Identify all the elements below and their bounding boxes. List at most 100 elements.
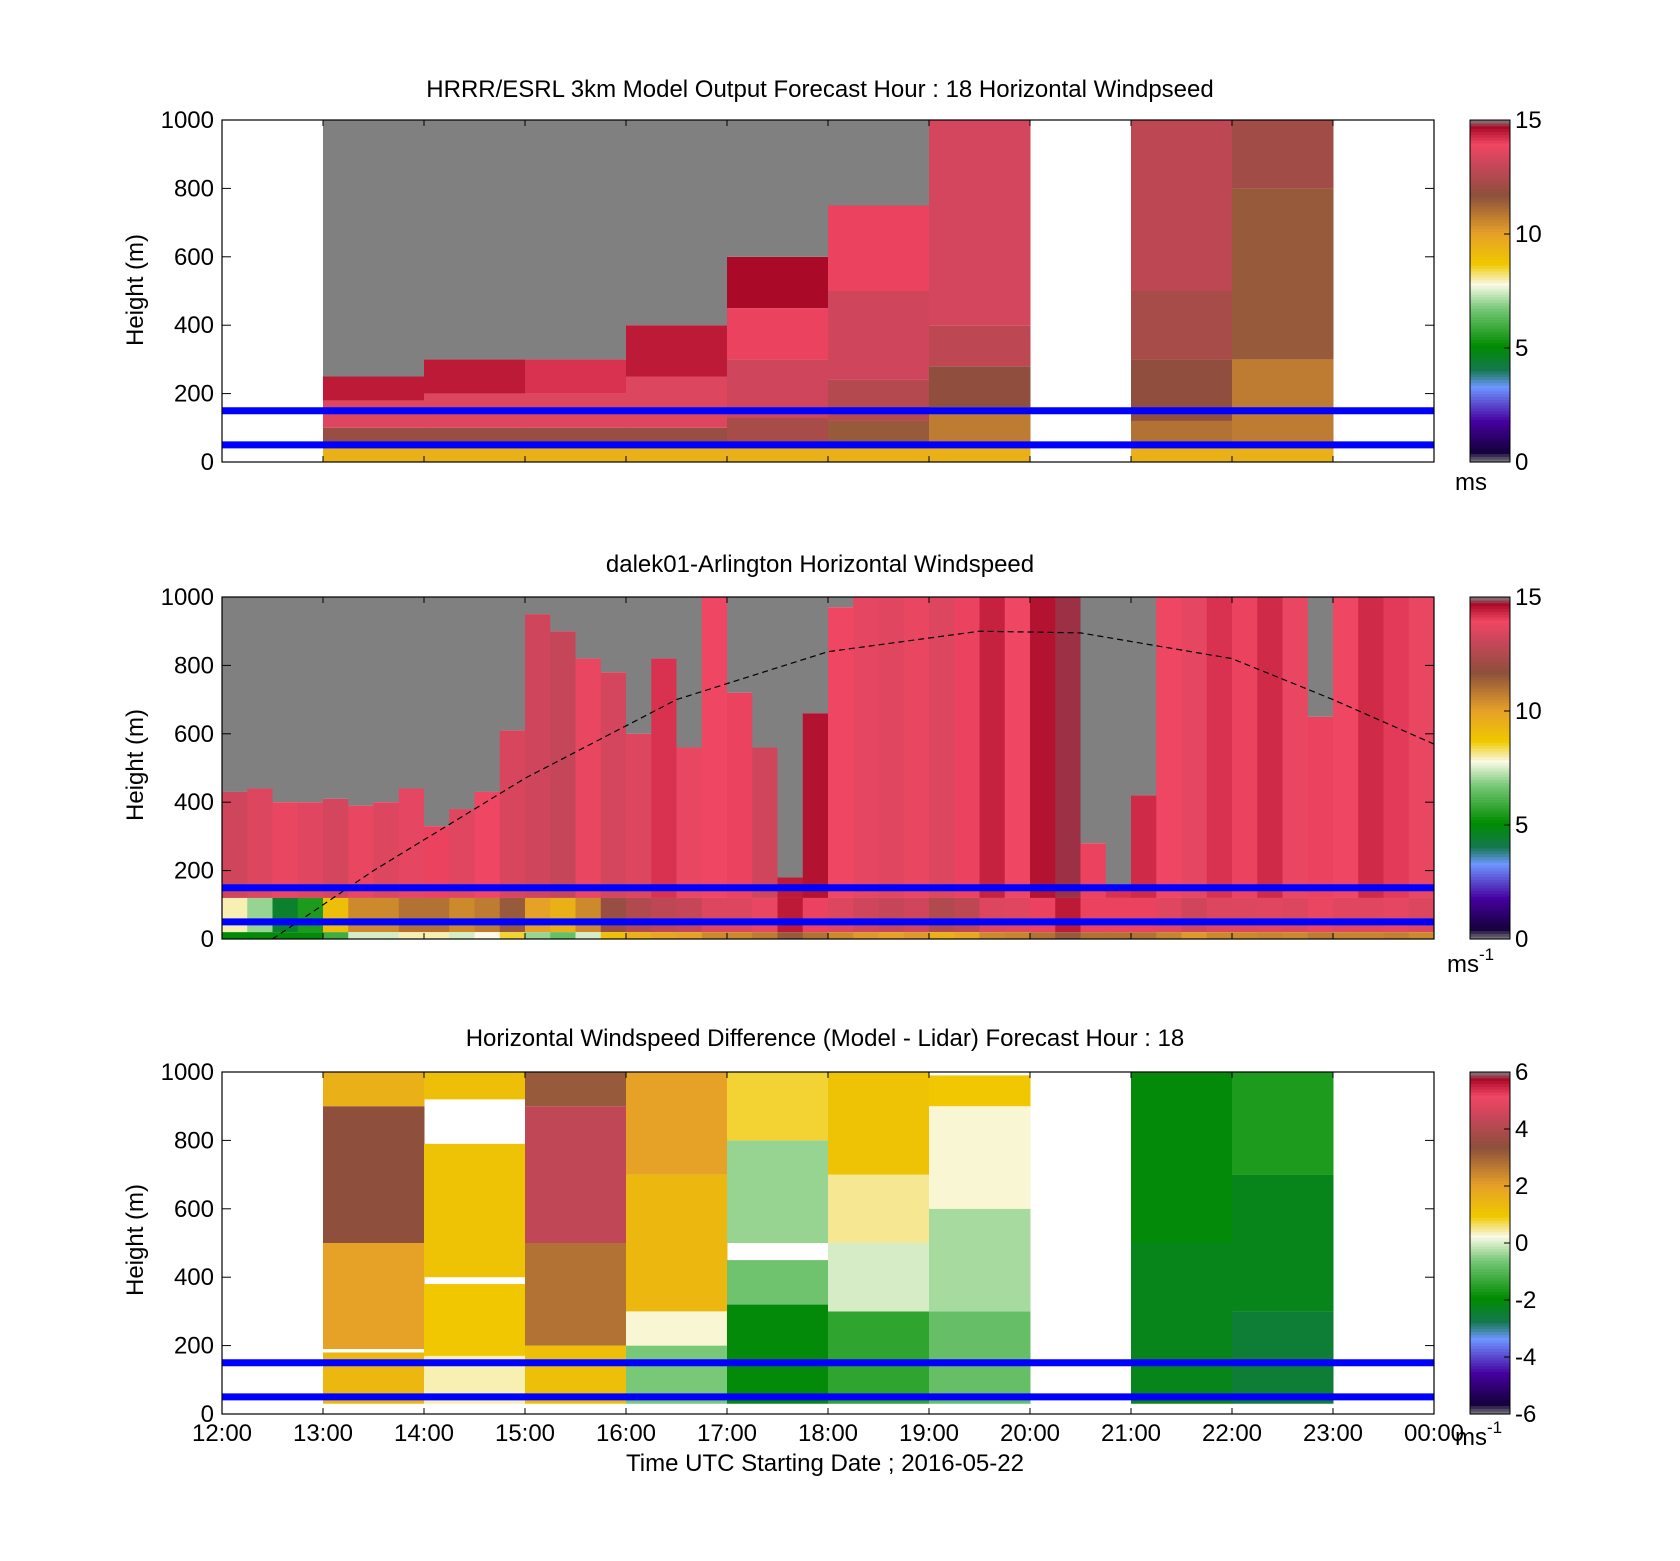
y-tick-label: 600 [174, 721, 214, 748]
heatmap-cell [626, 120, 728, 326]
colorbar-segment [1470, 631, 1510, 635]
colorbar-segment [1470, 393, 1510, 398]
colorbar-segment [1470, 836, 1510, 840]
lidar-cell-surface [954, 932, 980, 939]
heatmap-cell [1131, 120, 1233, 291]
colorbar-segment [1470, 259, 1510, 264]
colorbar-segment [1470, 1300, 1510, 1304]
x-tick-label: 20:00 [1000, 1420, 1060, 1447]
colorbar-segment [1470, 348, 1510, 352]
lidar-cell [1055, 597, 1081, 898]
colorbar-segment [1470, 642, 1510, 647]
colorbar-segment [1470, 1134, 1510, 1139]
colorbar-segment [1470, 736, 1510, 741]
colorbar-segment [1470, 856, 1510, 860]
colorbar-segment [1470, 901, 1510, 906]
heatmap-cell [525, 1072, 627, 1107]
colorbar-segment [1470, 216, 1510, 221]
colorbar-segment [1470, 1402, 1510, 1407]
colorbar-segment [1470, 825, 1510, 829]
lidar-cell-surface [323, 932, 349, 939]
colorbar-segment [1470, 214, 1510, 218]
colorbar-segment [1470, 785, 1510, 789]
colorbar-segment [1470, 370, 1510, 375]
colorbar-tick-label: 15 [1515, 584, 1542, 611]
colorbar-segment [1470, 1151, 1510, 1156]
lidar-cell-low [626, 897, 652, 933]
heatmap-cell [929, 1311, 1031, 1404]
colorbar-segment [1470, 251, 1510, 255]
colorbar-segment [1470, 807, 1510, 812]
heatmap-cell [828, 1243, 930, 1312]
lidar-cell-surface [626, 932, 652, 939]
colorbar-segment [1470, 1168, 1510, 1173]
colorbar-segment [1470, 387, 1510, 392]
colorbar-segment [1470, 853, 1510, 857]
colorbar-segment [1470, 1257, 1510, 1261]
colorbar-segment [1470, 679, 1510, 684]
colorbar-tick-label: 6 [1515, 1059, 1528, 1086]
colorbar-segment [1470, 137, 1510, 141]
colorbar-segment [1470, 1157, 1510, 1161]
colorbar-tick-label: 5 [1515, 812, 1528, 839]
colorbar-segment [1470, 242, 1510, 246]
heatmap-cell [828, 120, 930, 206]
colorbar-segment [1470, 382, 1510, 386]
lidar-cell-surface [676, 932, 703, 939]
colorbar-segment [1470, 330, 1510, 335]
lidar-cell-low [1105, 897, 1132, 933]
heatmap-cell [424, 448, 526, 462]
lidar-cell [853, 597, 879, 898]
colorbar-segment [1470, 699, 1510, 704]
colorbar-segment [1470, 753, 1510, 758]
colorbar-segment [1470, 271, 1510, 275]
colorbar-segment [1470, 299, 1510, 303]
colorbar-segment [1470, 134, 1510, 138]
colorbar-segment [1470, 447, 1510, 452]
lidar-cell-low [752, 897, 778, 933]
colorbar-segment [1470, 773, 1510, 778]
y-tick-label: 0 [201, 926, 214, 953]
colorbar-segment [1470, 839, 1510, 843]
heatmap-cell [525, 1243, 627, 1346]
colorbar-tick-label: 5 [1515, 335, 1528, 362]
lidar-cell [1383, 597, 1410, 898]
heatmap-cell [626, 1311, 728, 1346]
colorbar-segment [1470, 1408, 1510, 1412]
colorbar-segment [1470, 676, 1510, 681]
lidar-missing-cell [272, 597, 299, 803]
colorbar-segment [1470, 319, 1510, 323]
colorbar-segment [1470, 1114, 1510, 1119]
colorbar-segment [1470, 1337, 1510, 1341]
colorbar-segment [1470, 739, 1510, 743]
colorbar-segment [1470, 1245, 1510, 1250]
lidar-missing-cell [247, 597, 273, 789]
colorbar-segment [1470, 194, 1510, 198]
lidar-cell-surface [575, 932, 602, 939]
lidar-cell-surface [1105, 932, 1132, 939]
colorbar-segment [1470, 910, 1510, 914]
colorbar-segment [1470, 802, 1510, 806]
lidar-cell-surface [929, 932, 955, 939]
colorbar-segment [1470, 1177, 1510, 1181]
colorbar-segment [1470, 450, 1510, 455]
y-tick-label: 600 [174, 1196, 214, 1223]
colorbar-segment [1470, 1322, 1510, 1327]
colorbar-segment [1470, 1265, 1510, 1270]
colorbar-segment [1470, 1237, 1510, 1241]
colorbar-segment [1470, 930, 1510, 934]
lidar-cell [1105, 887, 1132, 898]
colorbar-segment [1470, 362, 1510, 366]
panel-difference-colorbar-unit: ms-1 [1455, 1418, 1502, 1451]
heatmap-cell [1131, 291, 1233, 360]
colorbar-segment [1470, 1203, 1510, 1207]
colorbar-segment [1470, 1385, 1510, 1389]
colorbar-segment [1470, 367, 1510, 372]
colorbar-segment [1470, 622, 1510, 627]
colorbar-segment [1470, 171, 1510, 175]
lidar-cell-low [575, 897, 602, 933]
lidar-cell-surface [398, 932, 425, 939]
lidar-cell [903, 597, 930, 898]
colorbar-segment [1470, 373, 1510, 378]
colorbar-segment [1470, 673, 1510, 678]
